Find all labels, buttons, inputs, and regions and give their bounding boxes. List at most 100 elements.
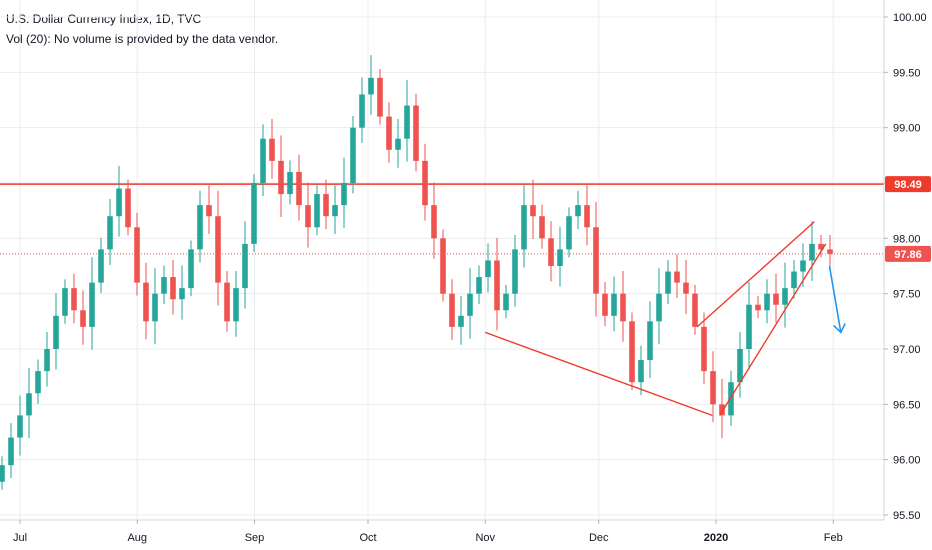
candle-body [692, 293, 698, 327]
volume-note: Vol (20): No volume is provided by the d… [6, 32, 279, 46]
candle-body [80, 310, 86, 327]
candle-body [557, 249, 563, 266]
y-tick-label: 96.00 [893, 455, 921, 467]
candle-body [746, 304, 752, 349]
x-tick-label: Dec [589, 532, 609, 544]
candle-body [503, 293, 509, 311]
y-tick-label: 95.50 [893, 510, 921, 522]
candle-body [134, 227, 140, 283]
price-tag-dotted [885, 245, 931, 262]
drawings [485, 221, 846, 417]
y-tick-label: 97.50 [893, 289, 921, 301]
candle-body [242, 243, 248, 289]
candle-body [71, 288, 77, 311]
y-tick-label: 99.00 [893, 123, 921, 135]
candle-body [575, 205, 581, 217]
candle-body [215, 216, 221, 283]
rising-wedge-lower-line [719, 243, 827, 416]
candle-body [62, 288, 68, 316]
y-tick-label: 97.00 [893, 344, 921, 356]
candle-body [629, 321, 635, 383]
candle-body [161, 277, 167, 294]
candle-body [584, 205, 590, 228]
time-axis[interactable]: Jul Aug Sep Oct Nov Dec 2020 Feb [0, 519, 884, 544]
candle-body [350, 127, 356, 183]
x-tick-label: Aug [127, 532, 147, 544]
candle-body [170, 277, 176, 300]
price-tag-label: 97.86 [894, 249, 922, 261]
trend-line-line [485, 331, 713, 417]
candle-body [773, 293, 779, 305]
candle-body [224, 282, 230, 322]
candle-body [674, 271, 680, 283]
candle-body [593, 227, 599, 294]
candle-body [611, 293, 617, 316]
candle-body [89, 282, 95, 327]
candle-body [494, 260, 500, 311]
candle-body [188, 249, 194, 289]
down-arrow-head [833, 323, 846, 334]
candle-body [548, 238, 554, 266]
y-tick-label: 100.00 [893, 12, 927, 24]
candle-body [179, 288, 185, 300]
candle-body [458, 315, 464, 327]
candle-body [818, 243, 824, 250]
price-axis[interactable]: 100.0099.5099.0098.5098.0097.5097.0096.5… [883, 0, 927, 522]
candle-body [314, 194, 320, 228]
candle-body [197, 205, 203, 250]
candle-body [17, 415, 23, 438]
x-tick-label: Nov [475, 532, 495, 544]
down-arrow-shaft [828, 265, 842, 333]
candle-body [764, 293, 770, 311]
candle-body [656, 293, 662, 322]
candle-body [602, 293, 608, 316]
x-tick-label: Sep [245, 532, 265, 544]
candle-body [809, 243, 815, 261]
candle-body [26, 393, 32, 416]
x-tick-label: 2020 [704, 532, 728, 544]
candle-body [737, 349, 743, 383]
candle-body [269, 138, 275, 161]
x-tick-label: Feb [824, 532, 843, 544]
candle-body [782, 288, 788, 305]
candle-body [395, 138, 401, 150]
candle-body [287, 171, 293, 195]
candle-body [800, 260, 806, 272]
candle-body [341, 183, 347, 206]
candle-body [377, 77, 383, 117]
candle-body [728, 382, 734, 416]
grid-lines [0, 0, 884, 520]
candle-body [8, 437, 14, 466]
candle-body [404, 105, 410, 139]
candle-body [233, 288, 239, 322]
candle-body [665, 271, 671, 294]
candle-body [323, 194, 329, 217]
candle-body [422, 160, 428, 206]
candle-body [296, 171, 302, 206]
candle-body [35, 371, 41, 394]
candle-body [755, 304, 761, 311]
candle-body [206, 205, 212, 217]
candle-body [53, 315, 59, 349]
candle-body [620, 293, 626, 322]
candle-body [0, 465, 5, 482]
candle-body [701, 326, 707, 372]
candle-body [98, 249, 104, 283]
candle-body [440, 238, 446, 294]
candle-body [305, 205, 311, 228]
candle-body [116, 188, 122, 217]
candle-body [107, 216, 113, 250]
price-tag-solid [885, 176, 931, 193]
candle-body [467, 293, 473, 316]
candle-body [125, 188, 131, 228]
candle-body [359, 94, 365, 128]
candle-body [368, 77, 374, 95]
candle-body [386, 116, 392, 150]
x-tick-label: Oct [359, 532, 376, 544]
y-tick-label: 96.50 [893, 399, 921, 411]
candle-body [539, 216, 545, 239]
rising-wedge-upper-line [696, 221, 815, 328]
candle-body [791, 271, 797, 289]
candle-body [719, 404, 725, 416]
